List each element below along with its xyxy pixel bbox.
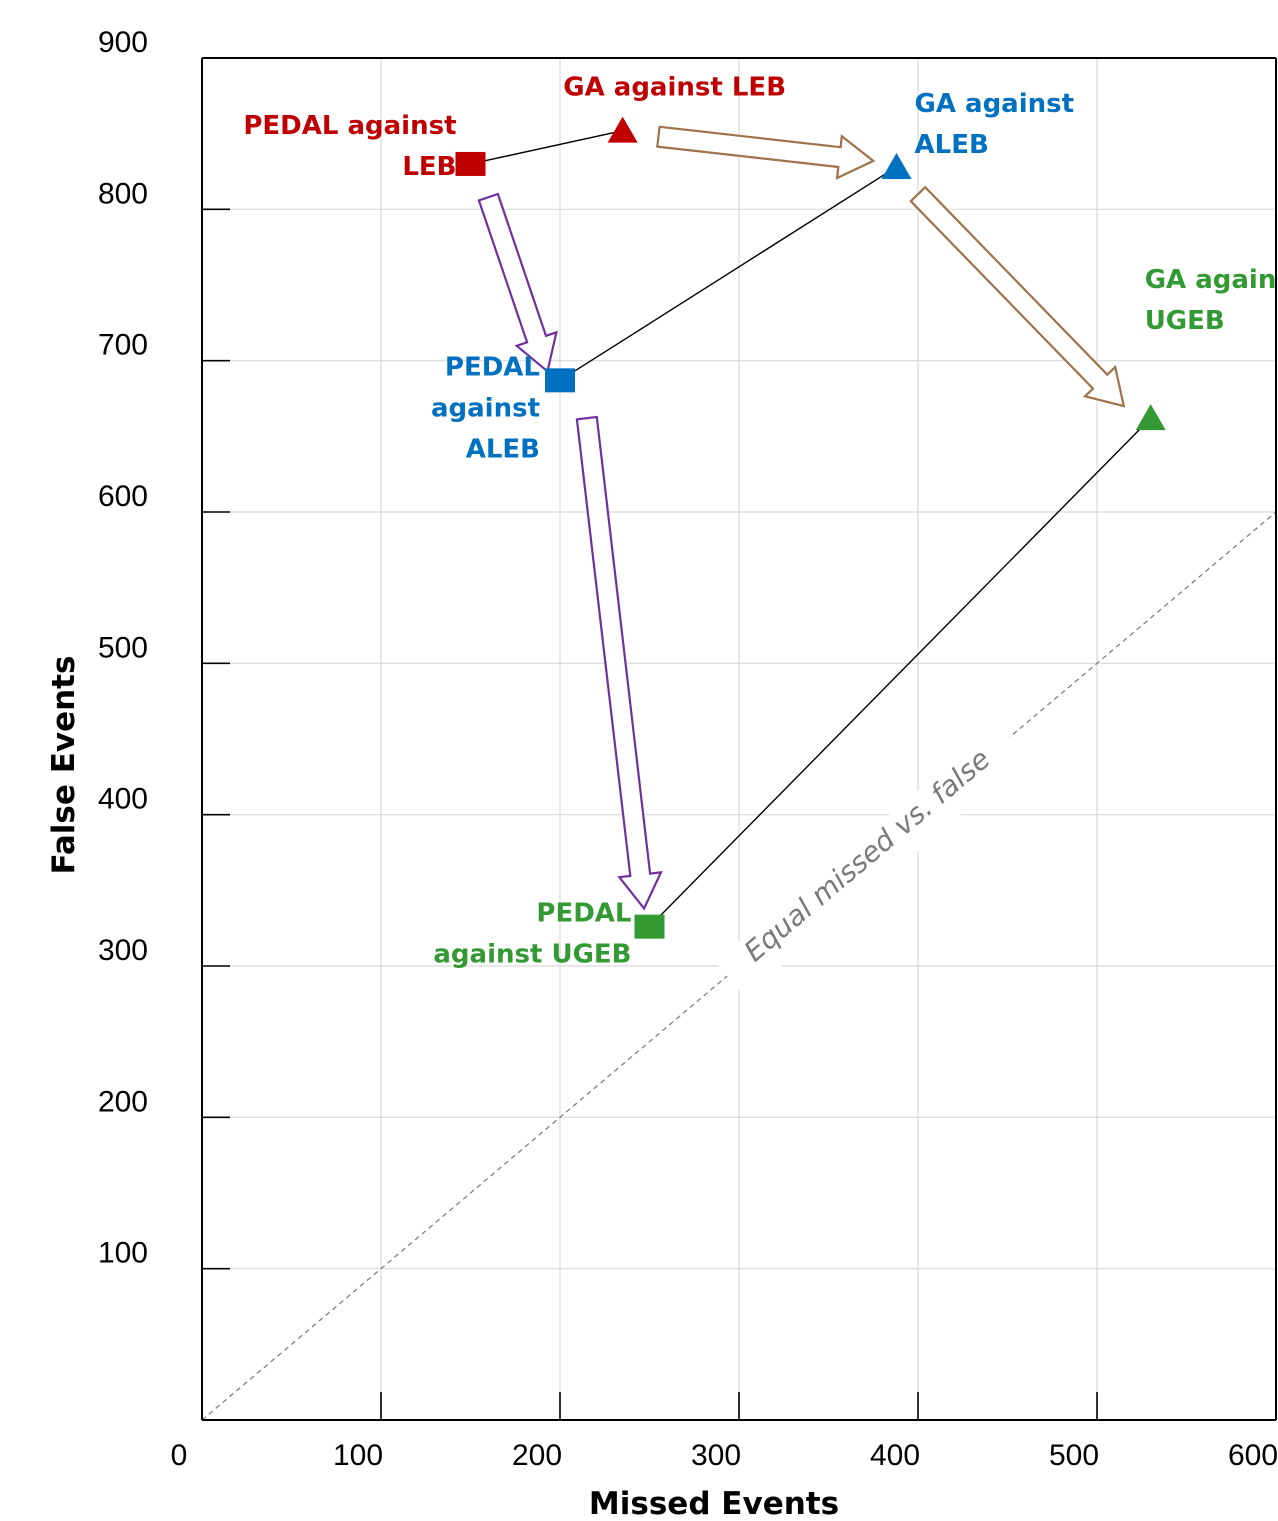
x-tick-label: 100 [333, 1439, 383, 1472]
y-tick-label: 500 [98, 631, 148, 664]
triangle-marker [607, 116, 638, 143]
axes [201, 57, 1277, 1421]
x-tick-label: 300 [691, 1439, 741, 1472]
point-label: GA against ALEB [915, 89, 1075, 160]
connector-line [649, 417, 1152, 928]
transition-arrow [575, 415, 663, 911]
point-label: GA against LEB [563, 73, 786, 103]
transition-arrow [477, 192, 558, 374]
y-tick-label: 700 [98, 329, 148, 362]
tick-labels: 0 100 200 300 400 500 600 100 200 300 400 500 600 700… [98, 26, 1278, 1472]
y-tick-label: 100 [98, 1237, 148, 1270]
point-label-line: ALEB [466, 434, 540, 464]
connector-line [470, 129, 623, 165]
point-label-line: PEDAL [445, 352, 540, 382]
connector-line [559, 166, 897, 381]
data-markers [455, 116, 1166, 939]
point-label: PEDAL against UGEB [433, 899, 631, 970]
triangle-marker [1135, 404, 1166, 431]
point-label-line: GA against [1145, 265, 1278, 295]
connector-lines [470, 129, 1152, 928]
point-label-line: GA against LEB [563, 73, 786, 103]
x-tick-label: 200 [512, 1439, 562, 1472]
point-label-line: PEDAL against [243, 111, 456, 141]
y-tick-label: 200 [98, 1085, 148, 1118]
point-label-line: PEDAL [536, 899, 631, 929]
diagonal-label: Equal missed vs. false [738, 742, 997, 968]
square-marker [545, 368, 575, 393]
y-tick-label: 900 [98, 26, 148, 59]
x-tick-label: 500 [1049, 1439, 1099, 1472]
point-label: PEDAL against ALEB [431, 352, 540, 464]
x-tick-label: 600 [1228, 1439, 1278, 1472]
y-tick-label: 600 [98, 480, 148, 513]
x-tick-label: 0 [171, 1439, 188, 1472]
transition-arrow [656, 125, 876, 180]
transition-arrows [477, 125, 1126, 911]
diagonal-label-background [715, 723, 1028, 998]
y-axis-title: False Events [46, 656, 82, 875]
y-tick-label: 400 [98, 783, 148, 816]
square-marker [634, 914, 665, 939]
point-label-line: against UGEB [433, 940, 631, 970]
y-tick-label: 300 [98, 934, 148, 967]
y-tick-label: 800 [98, 177, 148, 210]
x-axis-title: Missed Events [589, 1486, 839, 1521]
x-tick-label: 400 [870, 1439, 920, 1472]
point-label-line: LEB [402, 152, 456, 182]
point-label-line: against [431, 393, 540, 423]
square-marker [455, 151, 486, 176]
point-labels: PEDAL against LEB GA against LEB GA against… [243, 73, 1278, 970]
triangle-marker [881, 152, 912, 179]
transition-arrow [909, 185, 1126, 408]
point-label-line: UGEB [1145, 306, 1225, 336]
point-label: GA against UGEB [1145, 265, 1278, 336]
point-label-line: ALEB [915, 130, 989, 160]
grid-lines [202, 58, 1276, 1420]
point-label-line: GA against [915, 89, 1075, 119]
point-label: PEDAL against LEB [243, 111, 456, 182]
